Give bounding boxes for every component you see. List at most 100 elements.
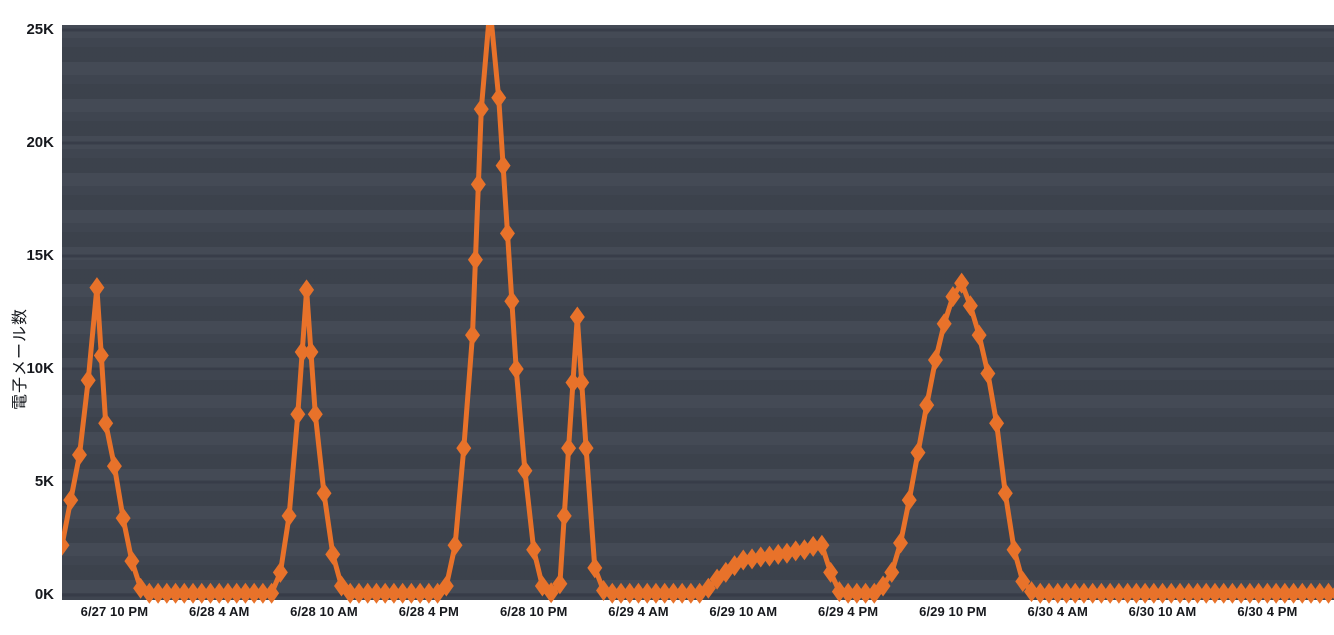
data-point-marker[interactable]: [325, 543, 341, 565]
data-point-marker[interactable]: [1233, 582, 1249, 604]
data-point-marker[interactable]: [495, 155, 511, 177]
data-point-marker[interactable]: [1102, 582, 1118, 604]
data-point-marker[interactable]: [1321, 582, 1334, 604]
data-point-marker[interactable]: [1155, 582, 1171, 604]
data-point-marker[interactable]: [290, 403, 306, 425]
data-point-marker[interactable]: [62, 534, 70, 556]
data-point-marker[interactable]: [1146, 582, 1162, 604]
data-point-marker[interactable]: [360, 582, 376, 604]
data-point-marker[interactable]: [1032, 582, 1048, 604]
data-point-marker[interactable]: [237, 582, 253, 604]
data-point-marker[interactable]: [875, 575, 891, 597]
data-point-marker[interactable]: [185, 582, 201, 604]
data-point-marker[interactable]: [342, 582, 358, 604]
data-point-marker[interactable]: [1050, 582, 1066, 604]
data-point-marker[interactable]: [377, 582, 393, 604]
data-point-marker[interactable]: [1137, 582, 1153, 604]
data-point-marker[interactable]: [552, 573, 568, 595]
data-point-marker[interactable]: [648, 582, 664, 604]
data-point-marker[interactable]: [1189, 582, 1205, 604]
data-point-marker[interactable]: [578, 437, 594, 459]
data-point-marker[interactable]: [255, 582, 271, 604]
data-point-marker[interactable]: [246, 582, 262, 604]
data-point-marker[interactable]: [1259, 582, 1275, 604]
data-point-marker[interactable]: [735, 549, 751, 571]
data-point-marker[interactable]: [1015, 570, 1031, 592]
data-point-marker[interactable]: [470, 173, 486, 195]
data-point-marker[interactable]: [622, 582, 638, 604]
data-point-marker[interactable]: [1312, 582, 1328, 604]
data-point-marker[interactable]: [504, 290, 520, 312]
data-point-marker[interactable]: [1242, 582, 1258, 604]
data-point-marker[interactable]: [150, 582, 166, 604]
data-point-marker[interactable]: [1329, 583, 1334, 604]
data-point-marker[interactable]: [1006, 539, 1022, 561]
data-point-marker[interactable]: [98, 412, 114, 434]
data-point-marker[interactable]: [840, 582, 856, 604]
data-point-marker[interactable]: [307, 403, 323, 425]
data-point-marker[interactable]: [657, 582, 673, 604]
data-point-marker[interactable]: [954, 272, 970, 294]
data-point-marker[interactable]: [919, 394, 935, 416]
data-point-marker[interactable]: [229, 582, 245, 604]
email-volume-line-chart[interactable]: [62, 25, 1334, 635]
data-point-marker[interactable]: [80, 369, 96, 391]
data-point-marker[interactable]: [124, 550, 140, 572]
data-point-marker[interactable]: [89, 277, 105, 299]
data-point-marker[interactable]: [1268, 582, 1284, 604]
data-point-marker[interactable]: [849, 582, 865, 604]
data-point-marker[interactable]: [1024, 581, 1040, 603]
data-point-marker[interactable]: [63, 489, 79, 511]
data-point-marker[interactable]: [683, 582, 699, 604]
data-point-marker[interactable]: [1085, 582, 1101, 604]
data-point-marker[interactable]: [168, 582, 184, 604]
data-point-marker[interactable]: [281, 505, 297, 527]
data-point-marker[interactable]: [989, 412, 1005, 434]
data-point-marker[interactable]: [1093, 582, 1109, 604]
data-point-marker[interactable]: [294, 341, 310, 363]
data-point-marker[interactable]: [1076, 582, 1092, 604]
data-point-marker[interactable]: [770, 543, 786, 565]
data-point-marker[interactable]: [272, 561, 288, 583]
data-point-marker[interactable]: [543, 582, 559, 604]
data-point-marker[interactable]: [368, 582, 384, 604]
data-point-marker[interactable]: [858, 582, 874, 604]
data-point-marker[interactable]: [980, 363, 996, 385]
data-point-marker[interactable]: [823, 561, 839, 583]
data-point-marker[interactable]: [1303, 582, 1319, 604]
data-point-marker[interactable]: [587, 557, 603, 579]
data-point-marker[interactable]: [386, 582, 402, 604]
data-point-marker[interactable]: [565, 372, 581, 394]
data-point-marker[interactable]: [561, 437, 577, 459]
data-point-marker[interactable]: [106, 455, 122, 477]
data-point-marker[interactable]: [1294, 582, 1310, 604]
data-point-marker[interactable]: [936, 313, 952, 335]
data-point-marker[interactable]: [467, 249, 483, 271]
data-point-marker[interactable]: [526, 539, 542, 561]
data-point-marker[interactable]: [1198, 582, 1214, 604]
data-point-marker[interactable]: [893, 532, 909, 554]
data-point-marker[interactable]: [805, 535, 821, 557]
data-point-marker[interactable]: [220, 582, 236, 604]
data-point-marker[interactable]: [1207, 582, 1223, 604]
data-point-marker[interactable]: [1058, 582, 1074, 604]
data-point-marker[interactable]: [1041, 582, 1057, 604]
data-point-marker[interactable]: [465, 324, 481, 346]
data-point-marker[interactable]: [910, 442, 926, 464]
data-point-marker[interactable]: [395, 582, 411, 604]
data-point-marker[interactable]: [613, 582, 629, 604]
data-point-marker[interactable]: [831, 581, 847, 603]
data-point-marker[interactable]: [159, 582, 175, 604]
data-point-marker[interactable]: [927, 349, 943, 371]
data-point-marker[interactable]: [1163, 582, 1179, 604]
data-point-marker[interactable]: [753, 546, 769, 568]
data-point-marker[interactable]: [517, 460, 533, 482]
data-point-marker[interactable]: [491, 87, 507, 109]
data-point-marker[interactable]: [604, 582, 620, 604]
data-point-marker[interactable]: [1216, 582, 1232, 604]
data-point-marker[interactable]: [93, 344, 109, 366]
data-point-marker[interactable]: [176, 582, 192, 604]
data-point-marker[interactable]: [299, 279, 315, 301]
data-point-marker[interactable]: [211, 582, 227, 604]
data-point-marker[interactable]: [884, 561, 900, 583]
